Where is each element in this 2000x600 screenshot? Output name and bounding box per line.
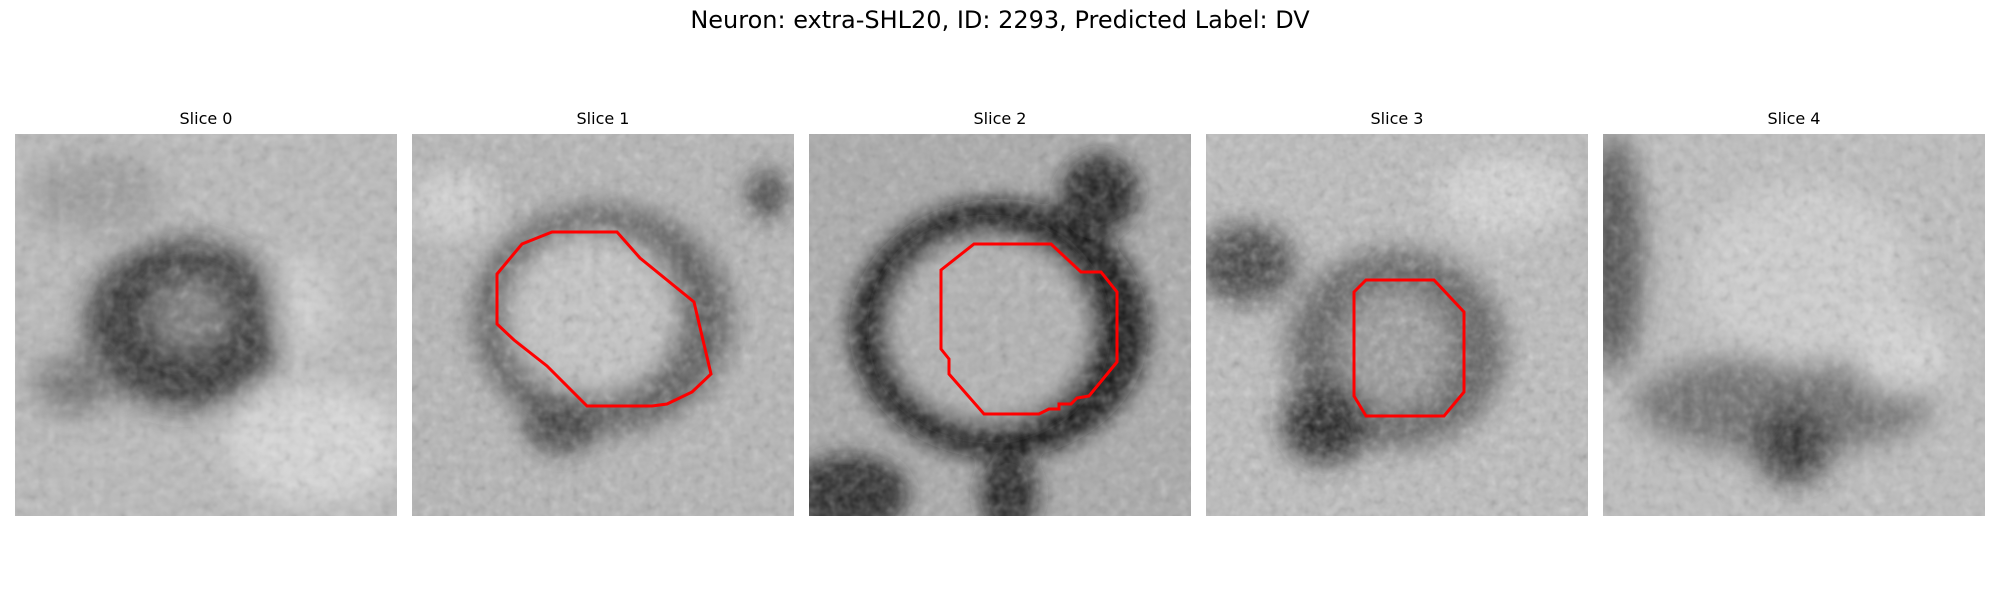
slice-title: Slice 2: [973, 109, 1027, 128]
contour-outline: [495, 230, 713, 408]
slice-title: Slice 0: [179, 109, 233, 128]
slice-image-0: [15, 134, 397, 516]
slice-panel-0: Slice 0: [15, 108, 397, 516]
slice-image-3: [1206, 134, 1588, 516]
slice-image-2: [809, 134, 1191, 516]
contour-outline: [1352, 278, 1466, 418]
slice-title: Slice 1: [576, 109, 630, 128]
figure-title: Neuron: extra-SHL20, ID: 2293, Predicted…: [690, 6, 1310, 34]
slice-panel-3: Slice 3: [1206, 108, 1588, 516]
slice-panel-1: Slice 1: [412, 108, 794, 516]
slice-panel-2: Slice 2: [809, 108, 1191, 516]
slice-panel-4: Slice 4: [1603, 108, 1985, 516]
contour-outline: [939, 242, 1119, 416]
slice-title: Slice 3: [1370, 109, 1424, 128]
slice-image-4: [1603, 134, 1985, 516]
slice-image-1: [412, 134, 794, 516]
slice-title: Slice 4: [1767, 109, 1821, 128]
